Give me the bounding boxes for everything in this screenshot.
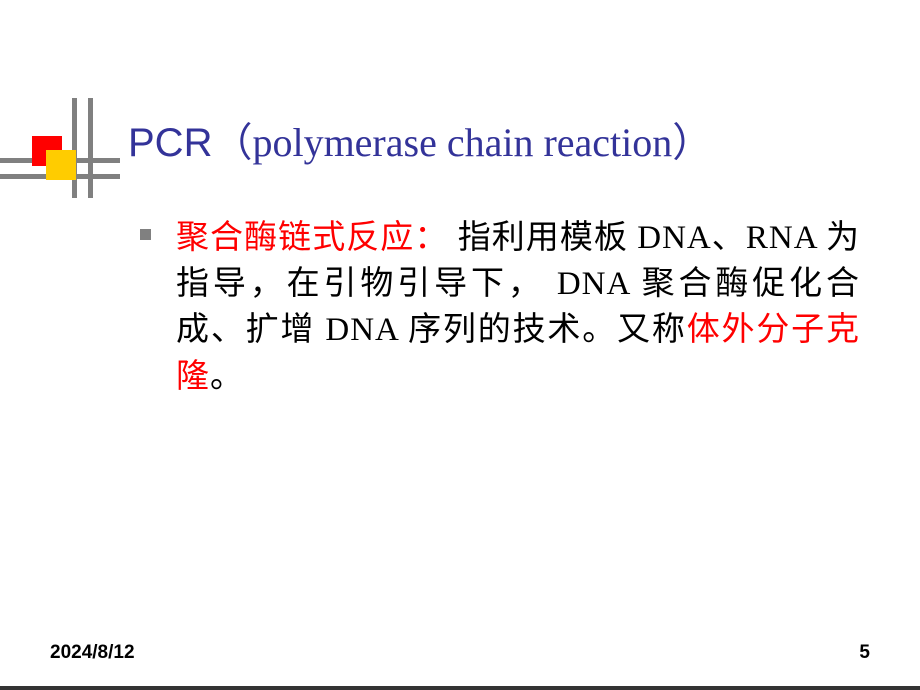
footer-page: 5 [859, 642, 870, 664]
body-seg1: 聚合酶链式反应： [176, 220, 448, 256]
footer-date: 2024/8/12 [50, 642, 135, 664]
slide: PCR（polymerase chain reaction） 聚合酶链式反应： … [0, 0, 920, 690]
bottom-border [0, 686, 920, 690]
body-seg4: 。 [210, 359, 244, 395]
slide-title: PCR（polymerase chain reaction） [128, 110, 712, 168]
title-sub: （polymerase chain reaction） [212, 120, 712, 165]
deco-vbar-1 [72, 98, 77, 198]
deco-vbar-2 [88, 98, 93, 198]
bullet-icon [140, 229, 151, 240]
body-text: 聚合酶链式反应： 指利用模板 DNA、RNA 为指导，在引物引导下， DNA 聚… [176, 215, 860, 400]
deco-square-yellow [46, 150, 76, 180]
body: 聚合酶链式反应： 指利用模板 DNA、RNA 为指导，在引物引导下， DNA 聚… [140, 215, 860, 400]
title-main: PCR [128, 121, 212, 165]
